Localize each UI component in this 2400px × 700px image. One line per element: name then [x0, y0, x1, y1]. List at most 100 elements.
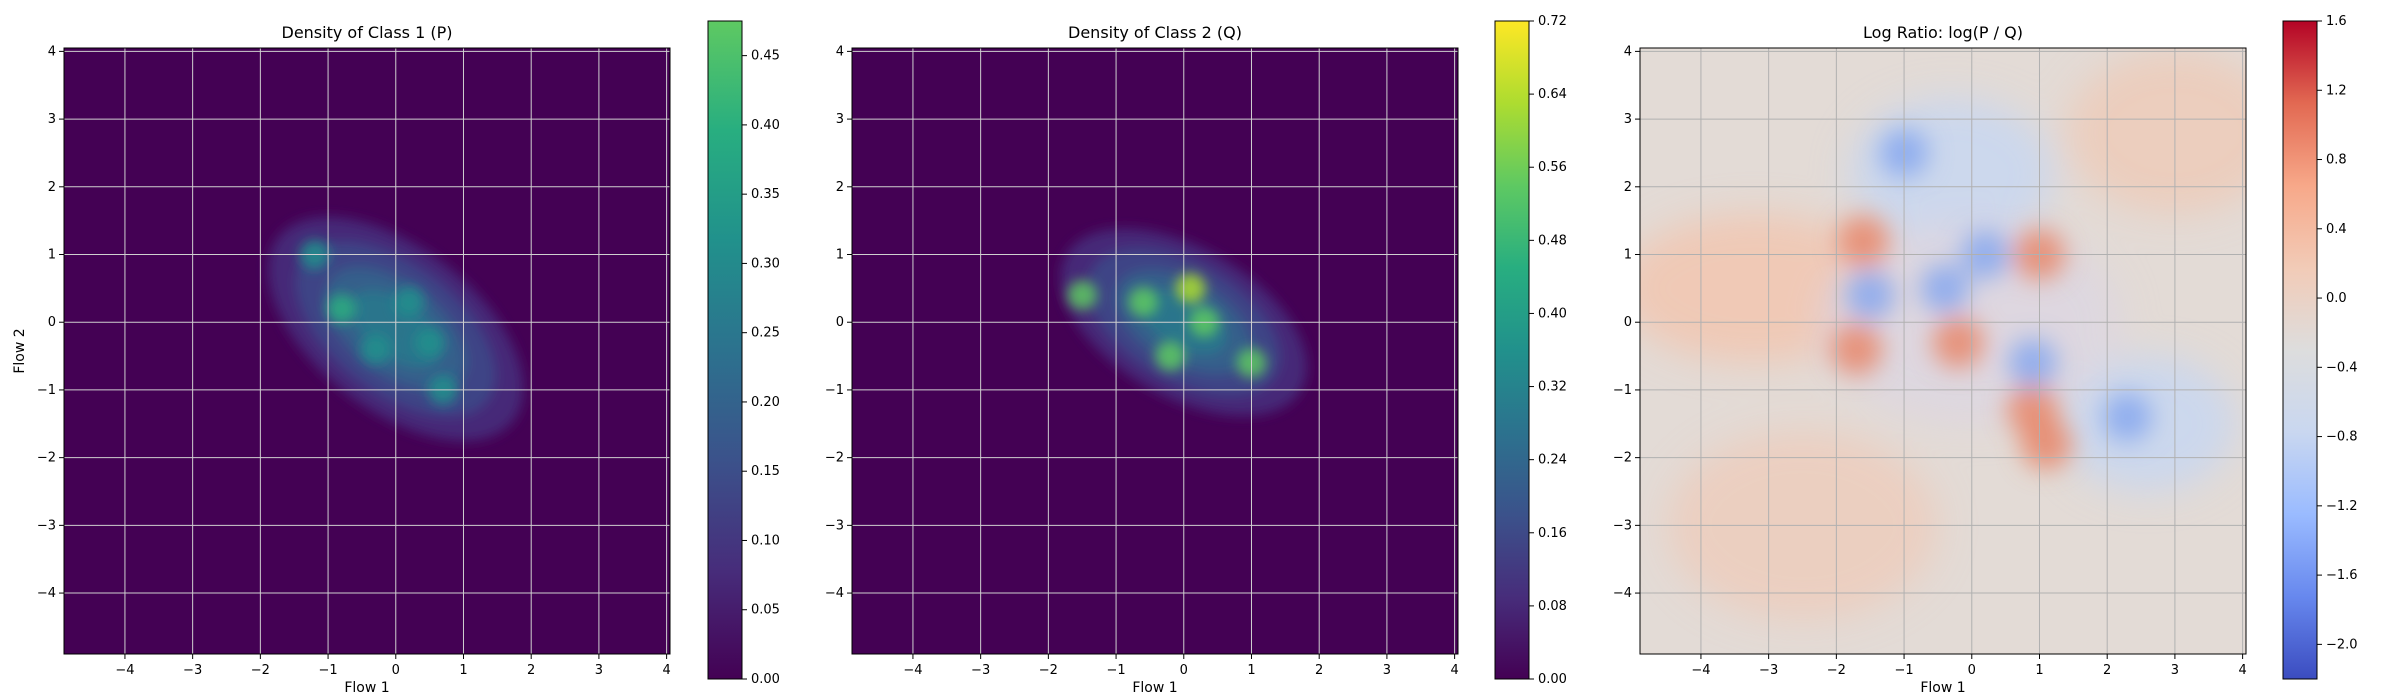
y-ticks: 4 3 2 1 0 −1 −2 −3 −4	[1613, 44, 1640, 601]
colorbar-tick-label: 0.40	[1538, 306, 1567, 321]
x-tick-label: 2	[2103, 663, 2111, 678]
ratio-spot-positive	[2020, 418, 2072, 470]
colorbar-tick-label: −1.2	[2326, 499, 2358, 514]
x-tick-label: −1	[1106, 663, 1125, 678]
colorbar-ticks: −2.0 −1.6 −1.2 −0.8 −0.4 0.0 0.4 0.8 1.2 1.6	[2317, 14, 2358, 652]
colorbar-tick-label: 0.00	[751, 672, 780, 687]
density-hotspot	[326, 293, 357, 324]
y-tick-label: 1	[1624, 248, 1632, 263]
chart-title: Density of Class 2 (Q)	[1068, 23, 1242, 42]
heatmap-area	[64, 48, 670, 654]
x-tick-label: −3	[183, 663, 202, 678]
y-axis-label: Flow 2	[12, 328, 28, 373]
y-tick-label: 0	[836, 315, 844, 330]
x-tick-label: −2	[1827, 663, 1846, 678]
grid-lines	[1640, 48, 2246, 654]
y-tick-label: −3	[825, 518, 844, 533]
density-hotspot	[1155, 341, 1186, 371]
x-tick-label: 4	[662, 663, 670, 678]
ratio-region-positive	[2066, 51, 2246, 214]
y-tick-label: 2	[48, 180, 56, 195]
x-tick-label: 1	[2035, 663, 2043, 678]
density-hotspot	[360, 334, 391, 365]
ratio-spot-positive	[1837, 215, 1890, 267]
y-tick-label: −2	[825, 451, 844, 466]
colorbar-tick-label: 0.15	[751, 464, 780, 479]
y-tick-label: 4	[1624, 44, 1632, 59]
y-tick-label: −4	[1613, 586, 1632, 601]
colorbar-tick-label: 0.48	[1538, 233, 1567, 248]
y-tick-label: 3	[836, 112, 844, 127]
y-tick-label: 3	[1624, 112, 1632, 127]
colorbar-tick-label: 1.6	[2326, 14, 2347, 29]
y-tick-label: −4	[37, 586, 56, 601]
x-tick-label: 0	[392, 663, 400, 678]
x-tick-label: −3	[1759, 663, 1778, 678]
colorbar-tick-label: −1.6	[2326, 568, 2358, 583]
panel-density-class-1: Density of Class 1 (P) −4 −3 −2 −1 0 1 2 3 4 4 3 2…	[12, 20, 780, 696]
panel-log-ratio: Log Ratio: log(P / Q) −4 −3 −2 −1 0 1 2 3 4 4 3 2 1…	[1613, 14, 2358, 696]
x-axis-label: Flow 1	[1132, 680, 1177, 696]
ratio-spot-negative	[2103, 392, 2152, 442]
colorbar-tick-label: 0.32	[1538, 380, 1567, 395]
y-tick-label: 2	[1624, 180, 1632, 195]
x-tick-label: −4	[903, 663, 922, 678]
chart-title: Log Ratio: log(P / Q)	[1863, 23, 2023, 42]
colorbar-ticks: 0.00 0.08 0.16 0.24 0.32 0.40 0.48 0.56 0.64 0.72	[1529, 14, 1567, 687]
y-tick-label: 0	[48, 315, 56, 330]
y-tick-label: 1	[836, 248, 844, 263]
density-hotspot	[1067, 280, 1098, 311]
colorbar-tick-label: 0.16	[1538, 526, 1567, 541]
y-tick-label: 1	[48, 248, 56, 263]
x-ticks: −4 −3 −2 −1 0 1 2 3 4	[1691, 654, 2247, 678]
y-tick-label: −1	[37, 383, 56, 398]
colorbar-tick-label: 0.64	[1538, 87, 1567, 102]
colorbar-tick-label: 0.30	[751, 256, 780, 271]
ratio-spot-negative	[1920, 263, 1970, 313]
colorbar-tick-label: 1.2	[2326, 83, 2347, 98]
y-tick-label: −3	[37, 518, 56, 533]
x-tick-label: 2	[527, 663, 535, 678]
ratio-spot-negative	[2008, 338, 2058, 388]
x-tick-label: −1	[318, 663, 337, 678]
x-tick-label: 3	[2171, 663, 2179, 678]
ratio-spot-positive	[1830, 323, 1883, 376]
y-tick-label: −2	[1613, 451, 1632, 466]
density-hotspots	[1067, 273, 1267, 378]
colorbar-tick-label: 0.0	[2326, 291, 2347, 306]
x-tick-label: 0	[1180, 663, 1188, 678]
density-hotspot	[1128, 287, 1159, 317]
x-tick-label: 2	[1315, 663, 1323, 678]
x-axis-label: Flow 1	[344, 680, 389, 696]
ratio-spot-positive	[1932, 316, 1984, 369]
x-tick-label: 0	[1968, 663, 1976, 678]
x-tick-label: 1	[1247, 663, 1255, 678]
colorbar-tick-label: 0.45	[751, 49, 780, 64]
x-tick-label: 3	[595, 663, 603, 678]
y-tick-label: 4	[48, 44, 56, 59]
colorbar-tick-label: 0.20	[751, 395, 780, 410]
chart-title: Density of Class 1 (P)	[282, 23, 453, 42]
colorbar	[707, 20, 743, 680]
colorbar-tick-label: 0.05	[751, 603, 780, 618]
plot-frame	[63, 47, 671, 655]
colorbar-tick-label: 0.8	[2326, 153, 2347, 168]
x-ticks: −4 −3 −2 −1 0 1 2 3 4	[903, 654, 1459, 678]
plot-frame	[851, 47, 1459, 655]
colorbar-tick-label: 0.00	[1538, 672, 1567, 687]
x-tick-label: 4	[1450, 663, 1458, 678]
y-ticks: 4 3 2 1 0 −1 −2 −3 −4	[37, 44, 64, 601]
colorbar-tick-label: 0.25	[751, 326, 780, 341]
colorbar-tick-label: 0.35	[751, 187, 780, 202]
density-hotspot	[394, 287, 425, 317]
colorbar-tick-label: 0.10	[751, 533, 780, 548]
panel-density-class-2: Density of Class 2 (Q) −4 −3 −2 −1 0 1 2 3 4 4 3 2…	[825, 14, 1567, 696]
x-axis-label: Flow 1	[1920, 680, 1965, 696]
grid-lines	[852, 48, 1458, 654]
x-tick-label: −4	[1691, 663, 1710, 678]
x-tick-label: −3	[971, 663, 990, 678]
plot-frame	[1639, 47, 2247, 655]
colorbar-tick-label: 0.4	[2326, 222, 2347, 237]
heatmap-area	[852, 48, 1458, 654]
